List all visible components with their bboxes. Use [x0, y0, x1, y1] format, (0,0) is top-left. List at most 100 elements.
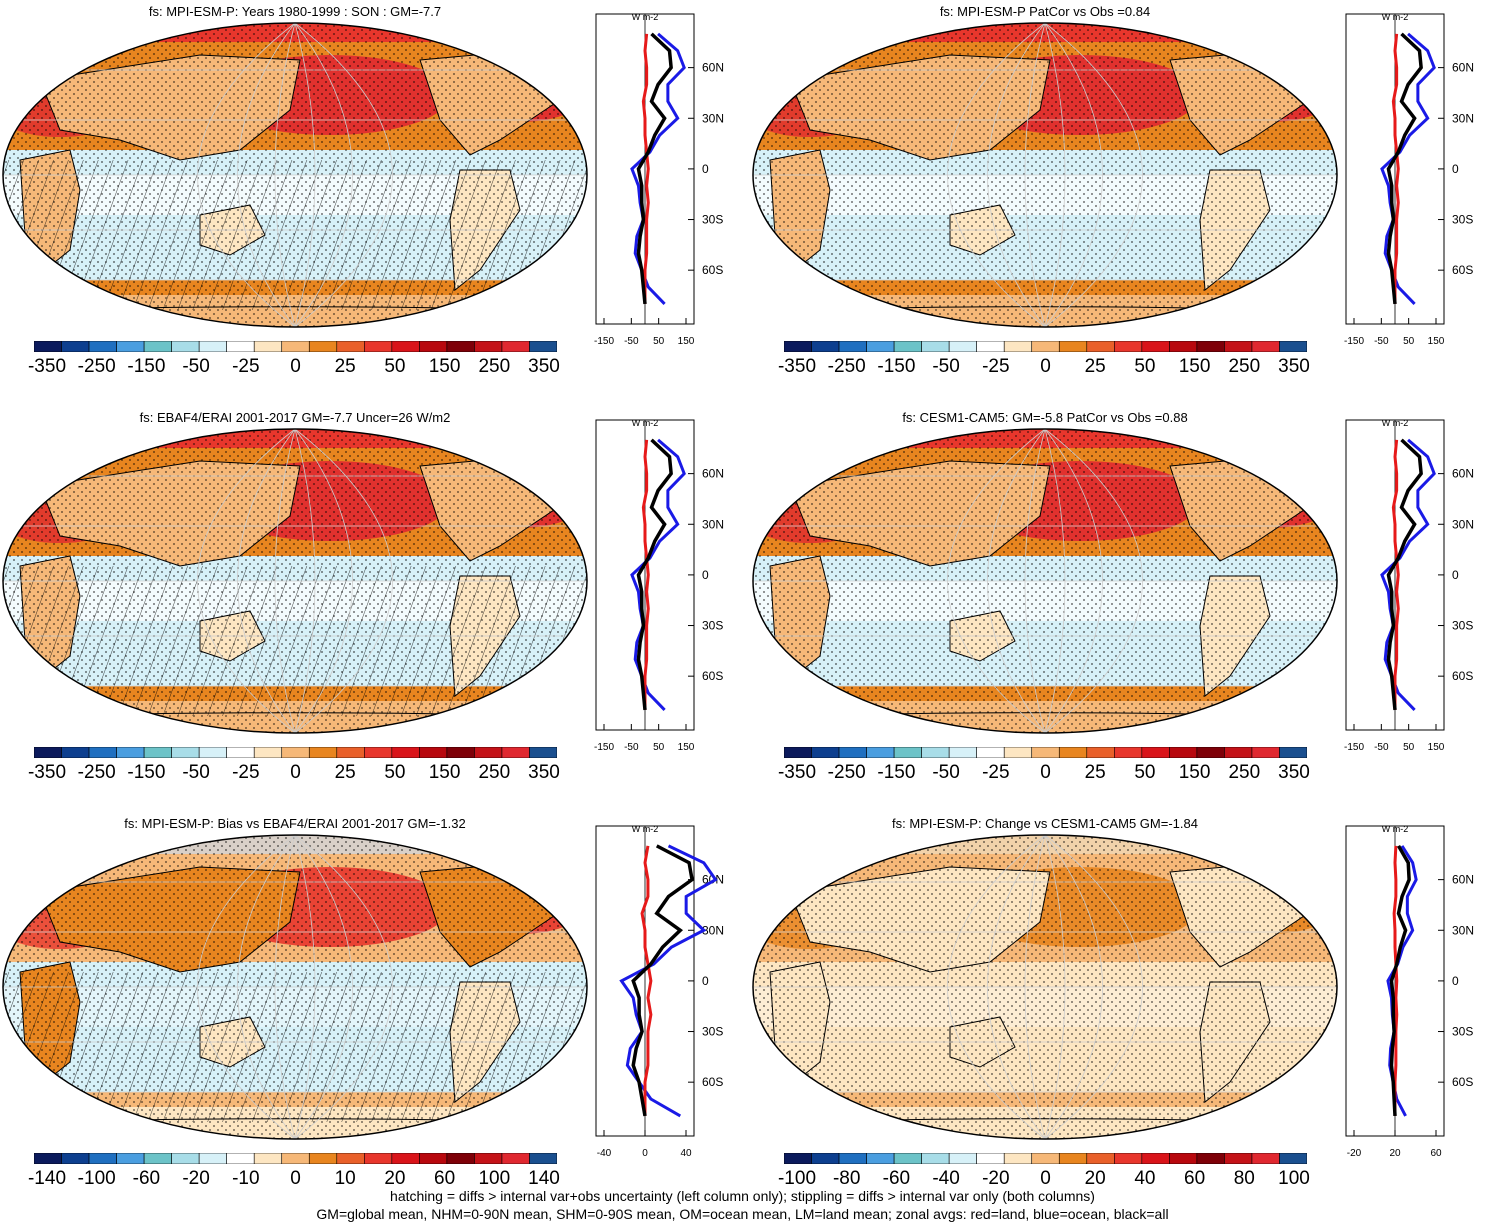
colorbar-swatch — [1279, 341, 1307, 352]
colorbar-swatch — [784, 1153, 812, 1164]
zonal-series-all — [1389, 845, 1411, 1117]
colorbar-tick-label: -50 — [932, 762, 960, 783]
colorbar-labels-5: -140 -100 -60 -20 -10 0 10 20 60 100 140 — [28, 1168, 560, 1192]
colorbar-labels-2: -350 -250 -150 -50 -25 0 25 50 150 250 350 — [778, 356, 1310, 380]
colorbar-tick-label: 60 — [1184, 1168, 1206, 1189]
colorbar-2 — [784, 341, 1307, 352]
colorbar-swatch — [198, 747, 227, 758]
zonal-series-ocean — [1380, 32, 1436, 305]
zonal-x-tick-label: 0 — [642, 1148, 648, 1159]
colorbar-tick-label: 100 — [1278, 1168, 1310, 1189]
zonal-lat-label: 60S — [1452, 263, 1473, 277]
colorbar-swatch — [116, 341, 145, 352]
colorbar-tick-label: 150 — [428, 762, 461, 783]
colorbar-swatch — [143, 747, 172, 758]
colorbar-swatch — [419, 1153, 448, 1164]
colorbar-swatch — [61, 341, 90, 352]
colorbar-tick-label: -20 — [982, 1168, 1010, 1189]
zonal-lat-label: 0 — [702, 974, 709, 988]
colorbar-tick-label: -50 — [932, 356, 960, 377]
colorbar-tick-label: 150 — [1178, 762, 1211, 783]
colorbar-swatch — [474, 747, 503, 758]
colorbar-swatch — [391, 341, 420, 352]
colorbar-swatch — [811, 747, 840, 758]
colorbar-tick-label: 0 — [290, 762, 301, 783]
colorbar-swatch — [1114, 747, 1143, 758]
colorbar-swatch — [1196, 747, 1225, 758]
colorbar-swatch — [1086, 341, 1115, 352]
colorbar-tick-label: 50 — [1134, 762, 1156, 783]
colorbar-swatch — [1141, 1153, 1170, 1164]
zonal-lat-label: 60N — [1452, 61, 1474, 75]
colorbar-swatch — [1058, 341, 1088, 352]
colorbar-swatch — [529, 341, 557, 352]
colorbar-tick-label: -25 — [232, 356, 260, 377]
colorbar-swatch — [446, 341, 475, 352]
colorbar-swatch — [308, 341, 338, 352]
colorbar-swatch — [1251, 747, 1280, 758]
colorbar-tick-label: 0 — [290, 356, 301, 377]
colorbar-swatch — [419, 341, 448, 352]
colorbar-3 — [34, 747, 557, 758]
zonal-x-tick-label: 150 — [1428, 742, 1445, 753]
colorbar-swatch — [391, 1153, 420, 1164]
colorbar-tick-label: 25 — [334, 762, 356, 783]
colorbar-swatch — [61, 747, 90, 758]
zonal-series-land — [1391, 439, 1400, 710]
colorbar-5 — [34, 1153, 557, 1164]
colorbar-swatch — [1251, 341, 1280, 352]
colorbar-tick-label: -100 — [77, 1168, 116, 1189]
colorbar-swatch — [171, 1153, 200, 1164]
colorbar-tick-label: -150 — [877, 762, 916, 783]
zonal-lat-label: 30S — [1452, 213, 1473, 227]
colorbar-swatch — [1169, 747, 1198, 758]
zonal-lat-label: 30S — [702, 213, 723, 227]
map-panel-5 — [2, 834, 588, 1140]
colorbar-swatch — [529, 747, 557, 758]
zonal-series-all — [1386, 32, 1423, 305]
colorbar-tick-label: 80 — [1233, 1168, 1255, 1189]
zonal-lat-label: 0 — [702, 162, 709, 176]
colorbar-tick-label: 350 — [528, 762, 560, 783]
colorbar-swatch — [281, 1153, 310, 1164]
colorbar-tick-label: -150 — [127, 762, 166, 783]
zonal-lat-label: 60S — [702, 669, 723, 683]
zonal-lat-label: 60N — [1452, 467, 1474, 481]
colorbar-swatch — [921, 341, 950, 352]
zonal-lat-label: 0 — [702, 568, 709, 582]
zonal-lat-label: 30N — [702, 517, 724, 531]
zonal-lat-label: 60N — [702, 61, 724, 75]
colorbar-swatch — [1003, 341, 1033, 352]
colorbar-swatch — [921, 747, 950, 758]
zonal-series-land — [1392, 845, 1399, 1116]
colorbar-swatch — [1031, 1153, 1060, 1164]
colorbar-tick-label: 0 — [290, 1168, 301, 1189]
colorbar-swatch — [253, 747, 283, 758]
colorbar-swatch — [253, 1153, 283, 1164]
colorbar-swatch — [1224, 747, 1253, 758]
zonal-lat-label: 30S — [702, 619, 723, 633]
colorbar-swatch — [364, 341, 393, 352]
zonal-series-ocean — [619, 844, 718, 1118]
colorbar-tick-label: -250 — [77, 762, 116, 783]
colorbar-tick-label: 350 — [1278, 762, 1310, 783]
zonal-x-tick-label: 60 — [1430, 1148, 1442, 1159]
zonal-series-all — [631, 844, 694, 1117]
colorbar-swatch — [784, 747, 812, 758]
colorbar-swatch — [198, 341, 227, 352]
map-panel-1 — [2, 22, 588, 328]
colorbar-swatch — [1003, 1153, 1033, 1164]
colorbar-swatch — [308, 1153, 338, 1164]
colorbar-swatch — [1251, 1153, 1280, 1164]
colorbar-swatch — [253, 341, 283, 352]
colorbar-swatch — [948, 1153, 977, 1164]
colorbar-tick-label: -350 — [777, 762, 817, 783]
zonal-series-ocean — [1380, 438, 1436, 711]
zonal-x-tick-label: -150 — [594, 336, 614, 347]
zonal-lat-label: 30N — [702, 923, 724, 937]
zonal-lat-label: 0 — [1452, 974, 1459, 988]
colorbar-labels-4: -350 -250 -150 -50 -25 0 25 50 150 250 350 — [778, 762, 1310, 786]
zonal-lat-label: 60S — [702, 1075, 723, 1089]
colorbar-tick-label: -350 — [27, 762, 67, 783]
